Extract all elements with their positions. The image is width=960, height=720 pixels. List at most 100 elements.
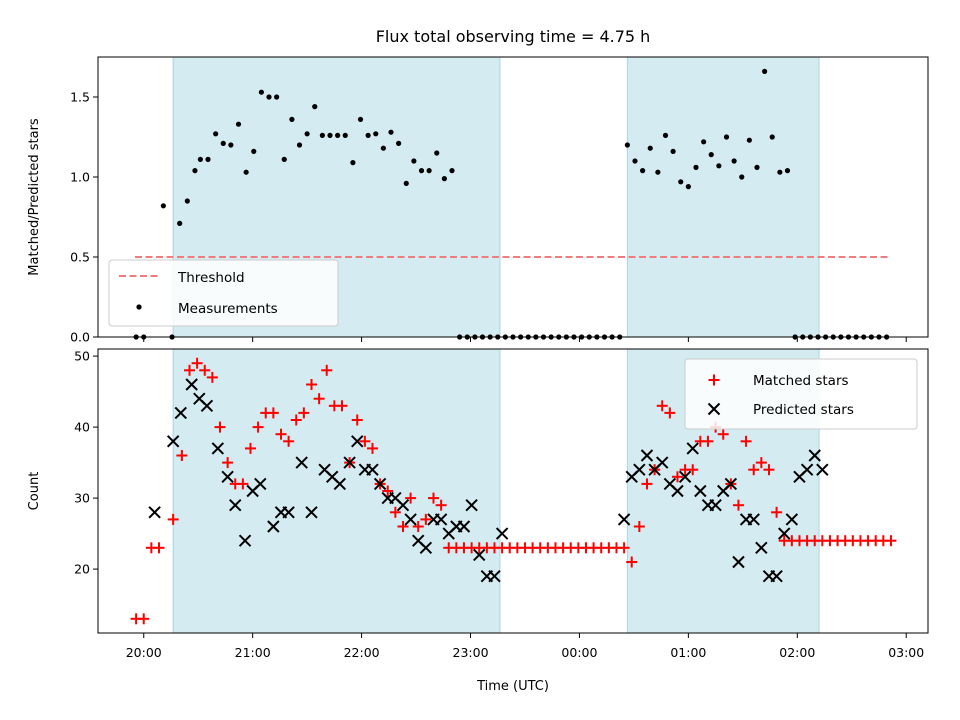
count-marks (130, 357, 897, 625)
ratio-y-ticks: 0.0 0.5 1.0 1.5 (70, 90, 98, 345)
measurement-point (624, 142, 630, 148)
x-tick-label: 21:00 (235, 645, 271, 660)
predicted-point (709, 498, 722, 512)
count-legend: Matched stars Predicted stars (684, 358, 918, 430)
matched-point (717, 428, 729, 440)
matched-point (755, 457, 767, 469)
x-stroke-b (412, 534, 425, 547)
x-stroke-b (366, 463, 379, 476)
x-stroke-b (707, 402, 721, 416)
ratio-legend-box (108, 259, 339, 327)
measurement-point (632, 158, 638, 164)
legend-predicted-swatch (707, 402, 721, 416)
matched-point (397, 521, 409, 532)
x-stroke-b (671, 484, 684, 498)
measurement-point (160, 203, 166, 209)
measurement-point (693, 164, 699, 170)
predicted-point (495, 527, 509, 540)
matched-point (671, 471, 683, 483)
matched-point (748, 464, 760, 476)
matched-point (626, 556, 638, 568)
matched-point (702, 435, 714, 447)
measurement-point (312, 104, 318, 110)
matched-point (771, 506, 783, 518)
matched-point (687, 464, 699, 476)
measurement-point (258, 89, 264, 95)
measurement-point (655, 169, 661, 175)
measurement-point (289, 116, 295, 122)
matched-point (366, 442, 378, 454)
x-stroke-b (633, 463, 646, 476)
measurement-point (350, 160, 356, 166)
shaded-interval-0 (172, 348, 501, 634)
measurement-point (274, 94, 280, 100)
predicted-point (488, 569, 501, 583)
x-stroke-b (148, 506, 161, 519)
predicted-point (305, 506, 318, 519)
matched-point (176, 450, 188, 461)
x-stroke-b (663, 477, 677, 491)
measurement-point (380, 145, 386, 151)
measurement-point (731, 158, 737, 164)
predicted-point (640, 449, 654, 462)
matched-point (359, 435, 371, 447)
y-tick-label: 40 (74, 420, 90, 435)
y-tick-label: 20 (74, 562, 90, 577)
count-y-axis-label: Count (27, 472, 42, 511)
matched-point (382, 485, 394, 497)
measurement-point (251, 148, 257, 154)
matched-point (214, 421, 226, 433)
x-stroke-b (419, 541, 433, 555)
predicted-point (656, 456, 669, 469)
predicted-point (694, 484, 707, 498)
count-y-ticks: 20 30 40 50 (74, 349, 98, 577)
x-stroke-b (166, 435, 180, 448)
ratio-marks (133, 68, 890, 340)
legend-measurements-swatch (136, 304, 142, 310)
predicted-point (465, 498, 478, 512)
predicted-point (211, 442, 225, 455)
predicted-point (343, 456, 356, 469)
x-stroke-b (678, 470, 692, 484)
x-stroke-b (816, 463, 829, 476)
measurement-point (342, 132, 348, 138)
y-tick-label: 1.0 (70, 170, 90, 185)
x-stroke-b (755, 541, 768, 555)
matched-point (321, 364, 333, 376)
x-stroke-b (732, 555, 745, 569)
matched-point (283, 435, 295, 447)
matched-point (244, 442, 256, 454)
predicted-point (755, 541, 768, 555)
predicted-point (808, 449, 821, 462)
x-stroke-b (800, 463, 814, 476)
predicted-point (148, 506, 161, 519)
predicted-point (185, 378, 198, 391)
measurement-point (177, 220, 183, 226)
x-stroke-b (656, 456, 669, 469)
predicted-point (724, 477, 738, 491)
measurement-point (708, 152, 714, 158)
predicted-point (221, 470, 234, 484)
matched-point (412, 521, 424, 532)
x-stroke-b (282, 506, 295, 519)
measurement-point (365, 132, 371, 138)
matched-point (298, 407, 310, 419)
measurement-point (640, 168, 646, 174)
x-stroke-b (709, 498, 722, 512)
matched-point (732, 499, 744, 511)
predicted-point (747, 513, 760, 526)
x-tick-label: 22:00 (344, 645, 380, 660)
matched-point (420, 513, 432, 525)
x-tick-label: 20:00 (126, 645, 162, 660)
matched-point (641, 478, 653, 490)
x-tick-label: 23:00 (453, 645, 489, 660)
measurement-point (411, 158, 417, 164)
x-stroke-b (295, 456, 308, 469)
legend-matched-label: Matched stars (753, 373, 849, 389)
count-plot-frame (97, 348, 929, 634)
x-stroke-b (686, 442, 699, 455)
x-stroke-b (211, 442, 225, 455)
legend-predicted-label: Predicted stars (753, 402, 854, 418)
x-stroke-b (174, 406, 187, 420)
count-panel: 20 30 40 50 20:00 21:00 22:00 23:00 00:00 01:00 0… (27, 348, 929, 660)
